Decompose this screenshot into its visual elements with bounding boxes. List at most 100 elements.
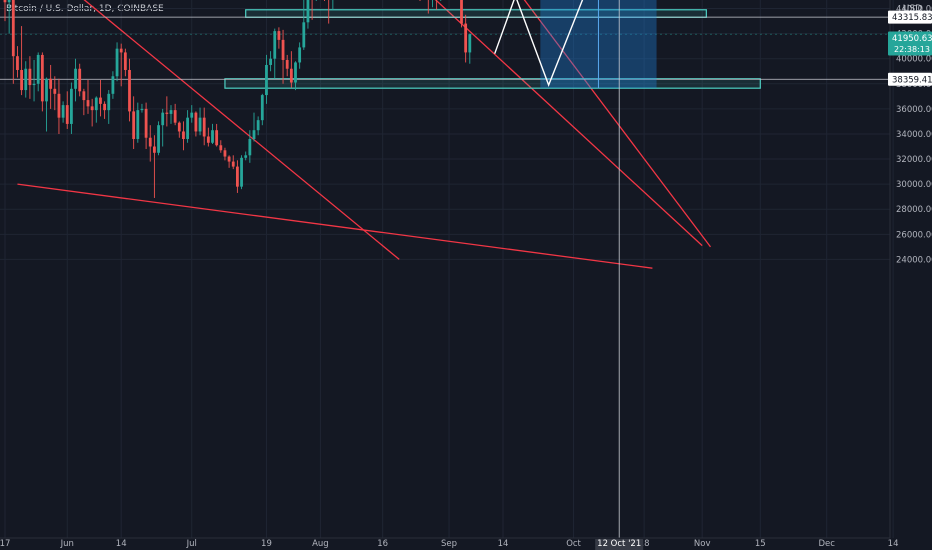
price-tag-current-bg (888, 31, 932, 56)
candle-body (132, 111, 136, 139)
candle-body (144, 108, 148, 138)
price-tick-label: 40000.00 (896, 55, 932, 65)
candle-body (165, 112, 169, 114)
candle-body (231, 161, 235, 167)
candle-body (94, 97, 98, 111)
candle-body (302, 22, 306, 48)
candle-body (70, 88, 73, 124)
candle-body (460, 0, 463, 24)
time-tick-label: 17 (0, 539, 10, 549)
candle-body (211, 130, 214, 143)
candle-body (219, 145, 223, 151)
trend-line (523, 0, 712, 248)
time-tick-label: 18 (639, 539, 650, 549)
price-tag-support-top[interactable]: 43315.83 (892, 13, 932, 23)
candle-body (119, 48, 123, 53)
candle-body (7, 0, 11, 3)
price-tag-support-bottom[interactable]: 38359.41 (892, 75, 932, 85)
candle-body (61, 105, 65, 118)
time-tick-label: Jul (186, 539, 197, 549)
time-tick-label: 14 (116, 539, 127, 549)
time-tick-label: 16 (377, 539, 388, 549)
candle-body (273, 31, 277, 59)
price-tag-support-bottom-bg (888, 72, 932, 86)
trend-line (17, 183, 653, 269)
candle-body (140, 108, 144, 111)
candle-body (306, 0, 310, 23)
candle-body (252, 130, 256, 139)
candles (3, 0, 472, 198)
candle-body (115, 48, 119, 77)
price-tick-label: 44000.00 (896, 5, 932, 15)
projection-zigzag (494, 0, 584, 87)
time-tick-label: Oct (566, 539, 581, 549)
price-tick-label: 24000.00 (896, 255, 932, 265)
support-zones[interactable] (0, 0, 890, 89)
candle-body (40, 54, 44, 102)
candle-body (111, 76, 115, 94)
time-axis[interactable]: 17Jun14Jul19Aug16Sep14Oct18Nov15Dec14202… (0, 537, 932, 550)
time-tick-label: 19 (261, 539, 272, 549)
price-axis[interactable]: 24000.00 26000.00 28000.00 30000.00 32000.00… (888, 0, 932, 538)
candle-body (173, 110, 177, 123)
time-tick-label: 15 (755, 539, 766, 549)
price-tick-label: 32000.00 (896, 155, 932, 165)
candle-body (260, 95, 264, 121)
candle-body (49, 78, 53, 89)
candle-body (11, 0, 15, 57)
candle-body (269, 58, 272, 65)
candle-body (82, 91, 86, 101)
candle-body (74, 68, 77, 89)
candle-body (20, 69, 23, 91)
time-tick-label: Nov (694, 539, 711, 549)
crosshair-date-label: 12 Oct '21 (597, 539, 641, 549)
candle-body (194, 112, 198, 132)
currency-label[interactable]: USD (902, 4, 922, 14)
candle-body (186, 117, 189, 139)
price-tick-label: 28000.00 (896, 205, 932, 215)
price-tick-label: 36000.00 (896, 105, 932, 115)
price-tick-label: 30000.00 (896, 180, 932, 190)
candle-body (281, 39, 285, 60)
candle-body (128, 69, 131, 112)
candle-body (285, 59, 289, 69)
candle-body (265, 64, 268, 96)
time-tick-label: 14 (498, 539, 509, 549)
candle-body (227, 156, 231, 162)
candle-body (36, 54, 40, 84)
candle-body (28, 68, 32, 86)
candle-body (277, 31, 281, 40)
candle-body (294, 62, 297, 83)
candle-body (289, 68, 293, 83)
candle-body (32, 83, 36, 86)
candle-body (86, 100, 90, 107)
price-tag-current[interactable]: 41950.63 (892, 34, 932, 44)
candle-body (182, 131, 185, 139)
candle-body (169, 110, 173, 114)
long-position-box[interactable]: 15377.84 (40.89%) 1537784 (540, 0, 657, 89)
candle-body (53, 88, 57, 94)
candle-body (240, 157, 243, 187)
candle-body (244, 155, 248, 158)
candle-body (202, 117, 206, 137)
time-tick-label: 14 (888, 539, 899, 549)
candle-body (256, 120, 260, 131)
candle-body (16, 56, 19, 70)
candle-body (468, 34, 472, 53)
candle-body (161, 112, 165, 126)
trend-line (83, 0, 400, 260)
candle-body (236, 166, 239, 187)
candle-body (136, 110, 140, 139)
candle-body (298, 47, 302, 63)
support-zone-lower[interactable] (224, 78, 761, 89)
candle-body (223, 150, 227, 157)
price-tick-label: 26000.00 (896, 230, 932, 240)
candle-body (198, 117, 202, 132)
candle-body (24, 68, 28, 91)
candle-body (45, 78, 48, 102)
trend-lines (17, 0, 712, 269)
time-tick-label: Dec (818, 539, 835, 549)
candle-body (248, 138, 252, 156)
candle-body (177, 122, 181, 132)
